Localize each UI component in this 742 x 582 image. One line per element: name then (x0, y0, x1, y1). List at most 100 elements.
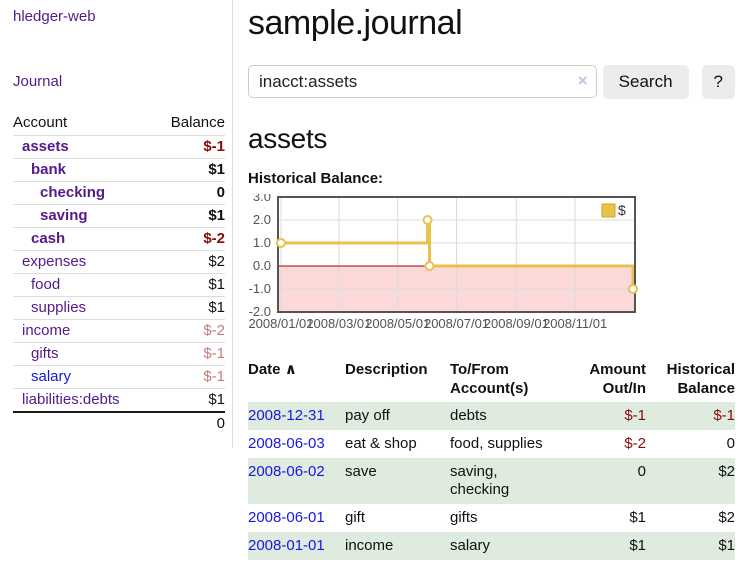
account-row: expenses $2 (13, 250, 225, 274)
account-balance: $1 (153, 158, 225, 182)
transaction-date-link[interactable]: 2008-06-01 (248, 508, 325, 526)
chart-container: $3.0 2.0 1.0 0.0 -1.0 -2.0 2008/01/01 2008/03/0… (248, 189, 735, 337)
accounts-table: Account Balance assets $-1 bank $1 check… (13, 112, 225, 435)
account-row: saving $1 (13, 204, 225, 228)
register-header-row: Date ∧ Description To/From Account(s) Am… (248, 357, 735, 402)
accounts-table-header: Account Balance (13, 112, 225, 136)
account-balance: $1 (153, 296, 225, 320)
account-link[interactable]: liabilities:debts (22, 391, 120, 408)
historical-balance-chart: $3.0 2.0 1.0 0.0 -1.0 -2.02008/01/012008/03/0… (248, 189, 638, 331)
account-balance: $-1 (153, 365, 225, 389)
account-row: supplies $1 (13, 296, 225, 320)
account-row: assets $-1 (13, 135, 225, 159)
transaction-description: eat & shop (345, 434, 417, 452)
account-heading: assets (248, 122, 328, 154)
account-link[interactable]: supplies (31, 299, 87, 316)
transaction-accounts: gifts (450, 508, 478, 526)
transaction-amount: $-2 (624, 434, 646, 452)
account-link[interactable]: food (31, 276, 61, 293)
transaction-amount: 0 (637, 462, 646, 480)
search-input[interactable] (248, 65, 597, 98)
svg-text:2.0: 2.0 (253, 212, 271, 227)
register-table: Date ∧ Description To/From Account(s) Am… (248, 357, 735, 560)
date-column-header[interactable]: Date ∧ (248, 360, 297, 378)
transaction-balance: $2 (718, 462, 735, 480)
account-balance: $-2 (153, 227, 225, 251)
transaction-balance: $1 (718, 536, 735, 554)
svg-text:2008/07/01: 2008/07/01 (424, 316, 489, 331)
help-button[interactable]: ? (701, 64, 735, 99)
svg-text:$: $ (618, 202, 626, 218)
svg-text:2008/05/01: 2008/05/01 (365, 316, 430, 331)
transaction-balance: 0 (726, 434, 735, 452)
account-balance: 0 (153, 181, 225, 205)
transaction-amount: $-1 (624, 406, 646, 424)
account-row: cash $-2 (13, 227, 225, 251)
svg-text:2008/09/01: 2008/09/01 (484, 316, 549, 331)
account-link[interactable]: income (22, 322, 71, 339)
transaction-row: 2008-01-01 income salary $1 $1 (248, 531, 735, 560)
account-link[interactable]: cash (31, 230, 66, 247)
transaction-date-link[interactable]: 2008-12-31 (248, 406, 325, 424)
transaction-accounts: saving, checking (450, 462, 510, 498)
transaction-accounts: debts (450, 406, 487, 424)
account-link[interactable]: salary (31, 368, 72, 385)
account-balance: $-2 (153, 319, 225, 343)
account-balance: $-1 (153, 342, 225, 366)
account-row: salary $-1 (13, 365, 225, 389)
svg-text:0.0: 0.0 (253, 258, 271, 273)
main-content: sample.journal × Search ? assets Histori… (233, 0, 742, 582)
account-link[interactable]: assets (22, 138, 69, 155)
svg-text:1.0: 1.0 (253, 235, 271, 250)
sidebar: hledger-web Journal Account Balance asse… (0, 0, 233, 448)
accounts-total-balance: 0 (153, 411, 225, 435)
svg-text:3.0: 3.0 (253, 194, 271, 204)
svg-text:2008/01/01: 2008/01/01 (248, 316, 313, 331)
sidebar-item-journal[interactable]: Journal (13, 73, 63, 90)
account-row: gifts $-1 (13, 342, 225, 366)
account-row: bank $1 (13, 158, 225, 182)
account-balance: $1 (153, 204, 225, 228)
balance-column-header: Balance (170, 114, 225, 131)
svg-text:2008/03/01: 2008/03/01 (306, 316, 371, 331)
clear-search-icon[interactable]: × (577, 71, 588, 90)
transaction-balance: $2 (718, 508, 735, 526)
search-form: × Search ? (248, 64, 735, 99)
transaction-description: gift (345, 508, 366, 526)
transaction-description: income (345, 536, 394, 554)
search-button[interactable]: Search (602, 64, 689, 99)
account-link[interactable]: expenses (22, 253, 87, 270)
transaction-date-link[interactable]: 2008-06-03 (248, 434, 325, 452)
transaction-description: pay off (345, 406, 390, 424)
account-link[interactable]: gifts (31, 345, 59, 362)
chart-heading: Historical Balance: (248, 169, 384, 187)
account-balance: $-1 (153, 135, 225, 159)
account-link[interactable]: bank (31, 161, 67, 178)
transaction-balance: $-1 (713, 406, 735, 424)
sort-asc-icon: ∧ (284, 360, 297, 378)
transaction-date-link[interactable]: 2008-01-01 (248, 536, 325, 554)
transaction-accounts: food, supplies (450, 434, 543, 452)
accounts-total-row: 0 (13, 411, 225, 435)
account-link[interactable]: checking (40, 184, 106, 201)
account-balance: $2 (153, 250, 225, 274)
transaction-amount: $1 (629, 508, 646, 526)
account-row: checking 0 (13, 181, 225, 205)
transaction-row: 2008-06-02 save saving, checking 0 $2 (248, 457, 735, 504)
amount-column-header: Amount Out/In (589, 360, 646, 397)
page-title: sample.journal (248, 4, 463, 42)
description-column-header: Description (345, 360, 428, 378)
app-title-link[interactable]: hledger-web (13, 8, 96, 25)
transaction-date-link[interactable]: 2008-06-02 (248, 462, 325, 480)
account-link[interactable]: saving (40, 207, 88, 224)
transaction-row: 2008-06-01 gift gifts $1 $2 (248, 504, 735, 532)
transaction-row: 2008-12-31 pay off debts $-1 $-1 (248, 401, 735, 430)
transaction-row: 2008-06-03 eat & shop food, supplies $-2… (248, 430, 735, 458)
transaction-accounts: salary (450, 536, 491, 554)
svg-text:2008/11/01: 2008/11/01 (543, 316, 607, 331)
account-column-header: Account (13, 114, 68, 131)
svg-text:-1.0: -1.0 (249, 281, 271, 296)
accounts-column-header: To/From Account(s) (450, 360, 529, 397)
svg-text:-2.0: -2.0 (249, 304, 271, 319)
